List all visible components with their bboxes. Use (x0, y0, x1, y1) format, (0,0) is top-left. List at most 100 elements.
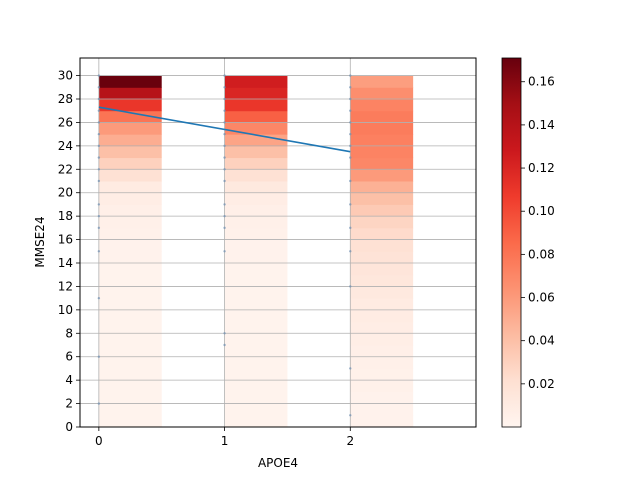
heat-cell (350, 298, 414, 311)
heat-cell (224, 263, 288, 276)
data-point (223, 97, 226, 101)
heat-cell (350, 415, 414, 428)
data-point (223, 121, 226, 124)
heat-cell (350, 216, 414, 229)
colorbar-tick-label: 0.12 (528, 161, 555, 175)
data-point (223, 74, 226, 77)
colorbar-tick-label: 0.08 (528, 247, 555, 261)
heat-cell (224, 216, 288, 229)
heat-cell (350, 192, 414, 205)
heat-cell (350, 122, 414, 135)
heat-cell (98, 87, 162, 100)
x-tick-label: 0 (95, 434, 103, 448)
heat-cell (224, 321, 288, 334)
colorbar (501, 57, 522, 428)
heat-cell (350, 274, 414, 287)
heat-cell (98, 321, 162, 334)
colorbar-tick-label: 0.04 (528, 334, 555, 348)
y-tick-label: 2 (65, 397, 73, 411)
heat-cell (98, 216, 162, 229)
heat-cell (98, 274, 162, 287)
heat-cell (224, 309, 288, 323)
data-point (223, 86, 226, 89)
data-point (97, 296, 101, 300)
colorbar-tick-label: 0.02 (528, 377, 555, 391)
data-point (97, 156, 101, 159)
y-tick-label: 4 (65, 373, 73, 387)
heat-cell (224, 145, 288, 159)
heat-cell (224, 227, 288, 241)
y-tick-label: 26 (58, 115, 73, 129)
data-point (97, 250, 101, 253)
data-point (349, 179, 352, 183)
data-point (349, 86, 352, 89)
y-tick-label: 8 (65, 326, 73, 340)
data-point (97, 179, 101, 183)
heat-cell (224, 415, 288, 428)
data-point (97, 132, 101, 136)
colorbar-tick-label: 0.14 (528, 118, 555, 132)
data-point (97, 109, 101, 112)
heatmap-cells (98, 75, 414, 428)
heat-cell (224, 157, 288, 170)
data-point (97, 203, 101, 206)
heat-cell (98, 368, 162, 381)
heat-cell (98, 356, 162, 369)
y-tick-label: 10 (58, 303, 73, 317)
heat-cell (98, 169, 162, 182)
heat-cell (224, 204, 288, 217)
heat-cell (224, 169, 288, 182)
data-point (349, 156, 352, 159)
y-tick-label: 16 (58, 233, 73, 247)
heat-cell (350, 110, 414, 123)
heat-cell (350, 309, 414, 323)
regression-line-group (98, 106, 351, 153)
heat-cell (350, 145, 414, 159)
heat-cell (224, 251, 288, 264)
data-point (349, 121, 352, 124)
data-point (349, 109, 352, 112)
data-point (97, 144, 101, 148)
heat-cell (224, 298, 288, 311)
y-tick-label: 18 (58, 209, 73, 223)
data-point (223, 214, 226, 218)
data-point (223, 203, 226, 206)
data-point (349, 414, 352, 417)
data-point (97, 355, 101, 358)
x-axis-label: APOE4 (258, 456, 298, 470)
heat-cell (350, 239, 414, 252)
data-point (223, 109, 226, 112)
data-point (349, 97, 352, 101)
data-point (223, 343, 226, 347)
heat-cell (350, 380, 414, 393)
y-tick-label: 28 (58, 92, 73, 106)
heat-cell (98, 239, 162, 252)
heat-cell (98, 380, 162, 393)
heat-cell (98, 391, 162, 405)
data-point (223, 132, 226, 136)
heat-cell (350, 403, 414, 416)
heat-cell (98, 122, 162, 135)
heat-cell (98, 263, 162, 276)
heat-cell (350, 345, 414, 358)
heat-cell (98, 145, 162, 159)
heat-cell (350, 356, 414, 369)
heat-cell (98, 75, 162, 88)
colorbar-tick-label: 0.16 (528, 75, 555, 89)
data-point (97, 214, 101, 218)
heat-cell (224, 274, 288, 287)
data-point (223, 156, 226, 159)
data-point (223, 144, 226, 148)
heat-cell (98, 110, 162, 123)
heat-cell (350, 227, 414, 241)
y-tick-label: 24 (58, 139, 73, 153)
heat-cell (350, 157, 414, 170)
heat-cell (224, 192, 288, 205)
data-point (97, 121, 101, 124)
heat-cell (350, 333, 414, 346)
heat-cell (350, 99, 414, 112)
heat-cell (350, 169, 414, 182)
heat-cell (350, 321, 414, 334)
heat-cell (224, 403, 288, 416)
heat-cell (350, 75, 414, 88)
